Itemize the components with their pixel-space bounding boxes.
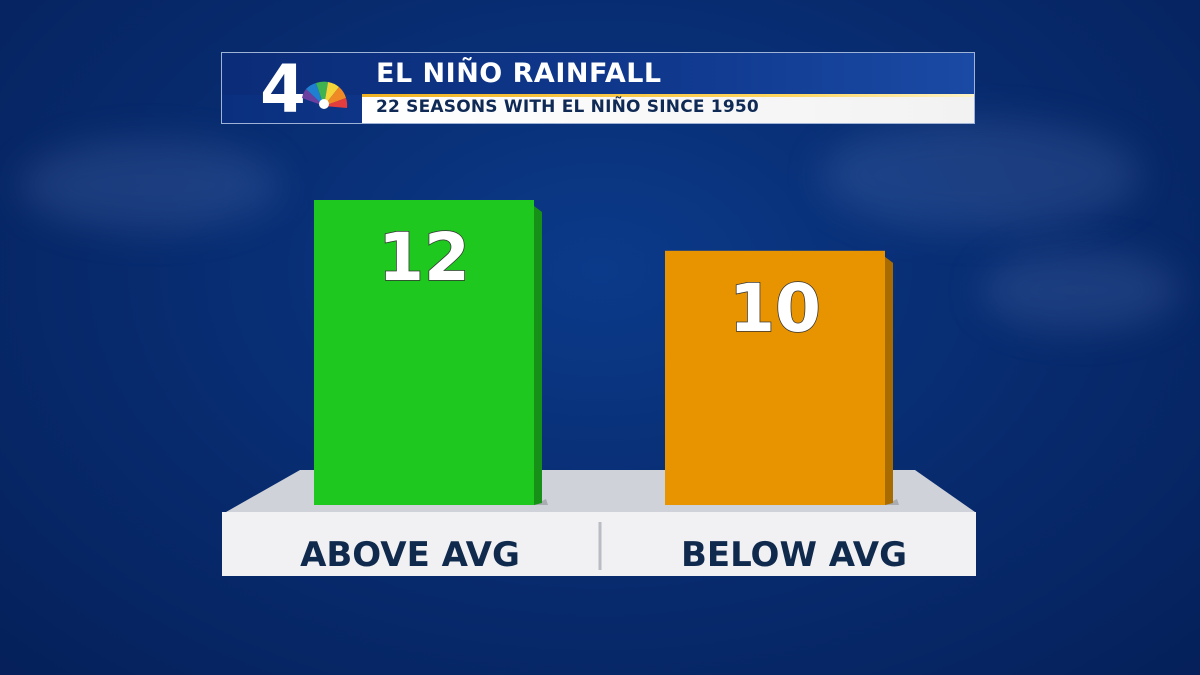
- logo-numeral: 4: [260, 56, 306, 124]
- title-band: [222, 53, 974, 95]
- bar: [665, 250, 885, 505]
- bar-side: [885, 256, 893, 505]
- nbc4-logo: 4: [260, 56, 348, 124]
- background-cloud: [20, 140, 280, 230]
- gold-divider: [362, 94, 974, 97]
- category-label: ABOVE AVG: [300, 535, 520, 575]
- bars-group: 12 10: [314, 200, 899, 505]
- chart-title: EL NIÑO RAINFALL: [376, 58, 662, 89]
- bar-side: [534, 206, 542, 505]
- background-cloud: [820, 120, 1140, 230]
- bar-top-edge: [314, 200, 534, 204]
- category-labels: ABOVE AVG BELOW AVG: [300, 535, 907, 575]
- bar-value-label: 10: [729, 270, 821, 347]
- category-label: BELOW AVG: [681, 535, 907, 575]
- peacock-icon: [302, 81, 348, 109]
- title-banner: [221, 52, 975, 124]
- bar-value-label: 12: [378, 219, 470, 296]
- bar: [314, 200, 534, 505]
- bar-top-edge: [665, 250, 885, 255]
- chart-subtitle: 22 SEASONS WITH EL NIÑO SINCE 1950: [376, 97, 759, 117]
- background-cloud: [980, 250, 1180, 330]
- subtitle-band: [362, 97, 974, 123]
